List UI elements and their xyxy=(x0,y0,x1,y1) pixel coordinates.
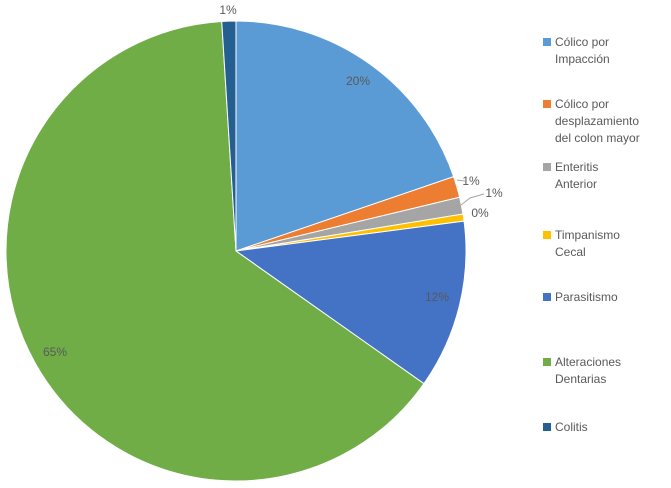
legend-swatch-7 xyxy=(543,423,551,431)
data-label-1: 20% xyxy=(346,74,370,88)
data-label-3: 1% xyxy=(485,186,503,200)
legend-swatch-6 xyxy=(543,358,551,366)
data-label-4: 0% xyxy=(471,206,489,220)
pie-slice-7 xyxy=(221,20,237,252)
data-label-7: 1% xyxy=(219,3,237,17)
legend-swatch-3 xyxy=(543,163,551,171)
chart-legend: Cólico por Impacción Cólico por desplazam… xyxy=(543,0,671,488)
pie-slice-5 xyxy=(234,220,467,385)
legend-label-6: Alteraciones Dentarias xyxy=(555,355,622,386)
leader-line-3 xyxy=(460,193,485,206)
legend-label-7: Colitis xyxy=(555,420,588,434)
legend-label-4: Timpanismo Cecal xyxy=(555,228,620,259)
legend-label-5: Parasitismo xyxy=(555,290,618,304)
legend-swatch-5 xyxy=(543,293,551,301)
data-label-6: 65% xyxy=(43,345,67,359)
legend-swatch-4 xyxy=(543,231,551,239)
pie-slice-6 xyxy=(5,20,425,482)
legend-label-2: Cólico por desplazamiento del colon mayo… xyxy=(555,97,640,145)
legend-swatch-1 xyxy=(543,38,551,46)
pie-slice-1 xyxy=(235,20,455,252)
data-label-2: 1% xyxy=(462,174,480,188)
leader-line-2 xyxy=(456,179,466,182)
legend-swatch-2 xyxy=(543,100,551,108)
legend-label-1: Cólico por Impacción xyxy=(555,35,610,66)
legend-label-3: Enteritis Anterior xyxy=(555,160,599,191)
data-label-5: 12% xyxy=(425,290,449,304)
